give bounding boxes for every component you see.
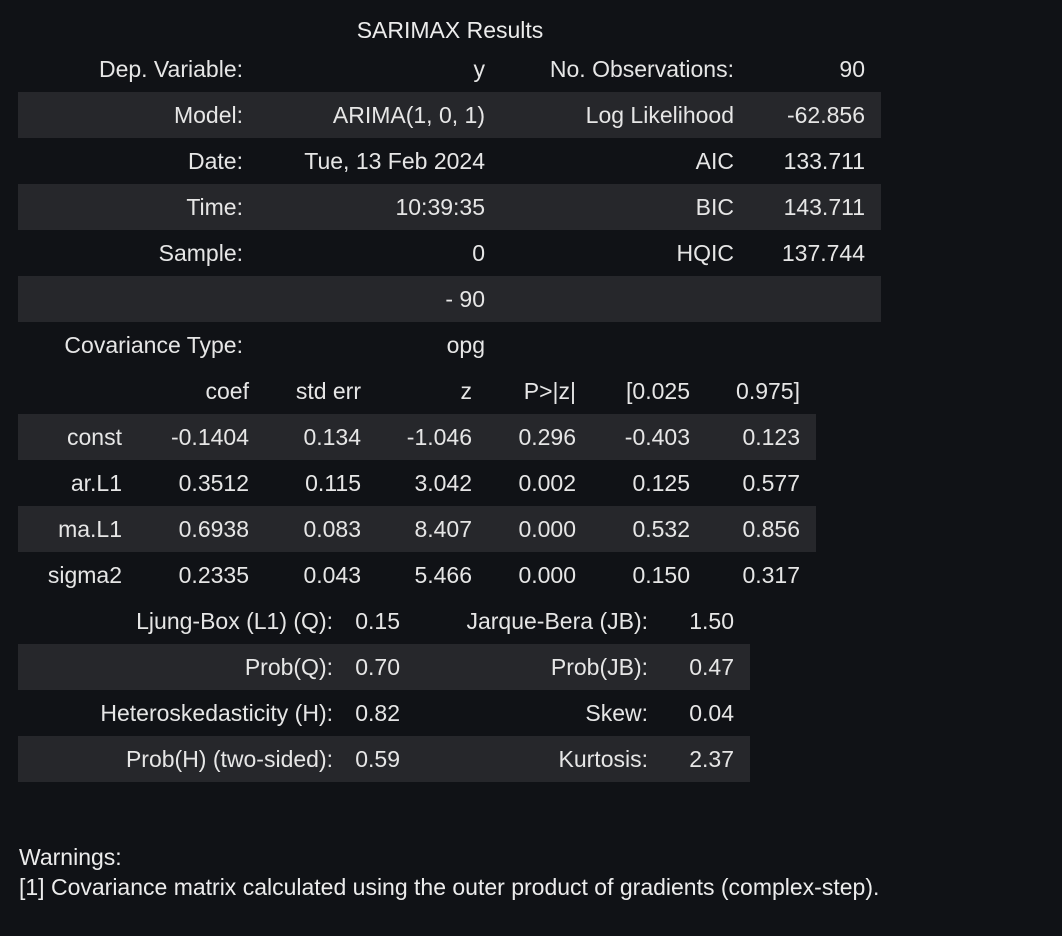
column-header: 0.975] (736, 378, 800, 404)
column-header: [0.025 (626, 378, 690, 404)
std-err-value: 0.115 (305, 470, 361, 496)
diagnostic-label: Skew: (585, 700, 648, 726)
p-value: 0.002 (518, 470, 576, 496)
table-row: const -0.1404 0.134 -1.046 0.296 -0.403 … (18, 414, 816, 460)
ci-upper-value: 0.317 (742, 562, 800, 588)
diagnostic-label: Ljung-Box (L1) (Q): (136, 608, 333, 634)
table-row: Heteroskedasticity (H): 0.82 Skew: 0.04 (18, 690, 750, 736)
param-name: sigma2 (47, 562, 122, 588)
summary-value: y (473, 56, 486, 82)
summary-label: No. Observations: (549, 56, 734, 82)
table-row: Prob(H) (two-sided): 0.59 Kurtosis: 2.37 (18, 736, 750, 782)
warning-line: [1] Covariance matrix calculated using t… (19, 874, 880, 900)
diagnostic-value: 0.04 (689, 700, 734, 726)
summary-label: Log Likelihood (585, 102, 734, 128)
ci-lower-value: 0.125 (632, 470, 690, 496)
summary-label: AIC (695, 148, 734, 174)
diagnostic-value: 0.47 (689, 654, 734, 680)
summary-label: Sample: (158, 240, 243, 266)
table-row: ma.L1 0.6938 0.083 8.407 0.000 0.532 0.8… (18, 506, 816, 552)
summary-label: Date: (188, 148, 243, 174)
std-err-value: 0.083 (303, 516, 361, 542)
summary-label: Model: (173, 102, 243, 128)
coef-value: 0.6938 (178, 516, 249, 542)
summary-value: opg (446, 332, 485, 358)
column-header: z (460, 378, 473, 404)
summary-value: 90 (839, 56, 865, 82)
column-header: coef (205, 378, 249, 404)
table-row: - 90 (18, 276, 881, 322)
diagnostic-label: Prob(H) (two-sided): (125, 746, 333, 772)
table-row: Ljung-Box (L1) (Q): 0.15 Jarque-Bera (JB… (18, 598, 750, 644)
summary-value: Tue, 13 Feb 2024 (304, 148, 485, 174)
column-header: P>|z| (523, 378, 576, 404)
diagnostic-label: Heteroskedasticity (H): (100, 700, 333, 726)
ci-lower-value: 0.150 (632, 562, 690, 588)
coef-value: 0.3512 (178, 470, 249, 496)
summary-value: 137.744 (781, 240, 865, 266)
summary-value: 10:39:35 (395, 194, 485, 220)
param-name: ma.L1 (58, 516, 122, 542)
table-row: Sample: 0 HQIC 137.744 (18, 230, 881, 276)
summary-value: 143.711 (783, 194, 865, 220)
warnings-block: Warnings: [1] Covariance matrix calculat… (19, 842, 879, 902)
diagnostic-label: Prob(Q): (244, 654, 333, 680)
ci-lower-value: -0.403 (624, 424, 690, 450)
summary-label: Time: (186, 194, 243, 220)
table-row: Covariance Type: opg (18, 322, 881, 368)
table-header-row: coef std err z P>|z| [0.025 0.975] (18, 368, 816, 414)
p-value: 0.000 (518, 562, 576, 588)
param-name: ar.L1 (70, 470, 122, 496)
ci-upper-value: 0.123 (742, 424, 800, 450)
diagnostic-label: Jarque-Bera (JB): (466, 608, 648, 634)
p-value: 0.000 (518, 516, 576, 542)
z-value: 5.466 (414, 562, 472, 588)
diagnostic-value: 0.70 (355, 654, 400, 680)
diagnostic-label: Kurtosis: (558, 746, 648, 772)
table-row: Model: ARIMA(1, 0, 1) Log Likelihood -62… (18, 92, 881, 138)
table-row: Prob(Q): 0.70 Prob(JB): 0.47 (18, 644, 750, 690)
summary-value: - 90 (445, 286, 485, 312)
std-err-value: 0.134 (303, 424, 361, 450)
table-row: sigma2 0.2335 0.043 5.466 0.000 0.150 0.… (18, 552, 816, 598)
ci-lower-value: 0.532 (632, 516, 690, 542)
diagnostic-value: 1.50 (689, 608, 734, 634)
diagnostic-value: 0.59 (355, 746, 400, 772)
summary-label: Covariance Type: (64, 332, 243, 358)
param-name: const (67, 424, 122, 450)
diagnostic-label: Prob(JB): (550, 654, 648, 680)
warnings-title: Warnings: (19, 844, 122, 870)
table-row: Date: Tue, 13 Feb 2024 AIC 133.711 (18, 138, 881, 184)
summary-value: -62.856 (786, 102, 865, 128)
summary-label: HQIC (676, 240, 735, 266)
ci-upper-value: 0.577 (742, 470, 800, 496)
z-value: -1.046 (406, 424, 472, 450)
std-err-value: 0.043 (303, 562, 361, 588)
ci-upper-value: 0.856 (742, 516, 800, 542)
z-value: 3.042 (414, 470, 472, 496)
summary-label: BIC (695, 194, 734, 220)
table-row: Time: 10:39:35 BIC 143.711 (18, 184, 881, 230)
z-value: 8.407 (414, 516, 472, 542)
summary-value: 133.711 (783, 148, 865, 174)
table-caption: SARIMAX Results (356, 17, 544, 43)
diagnostic-value: 0.82 (355, 700, 400, 726)
summary-label: Dep. Variable: (98, 56, 243, 82)
diagnostic-value: 2.37 (689, 746, 734, 772)
column-header: std err (295, 378, 361, 404)
summary-value: ARIMA(1, 0, 1) (332, 102, 485, 128)
diagnostic-value: 0.15 (355, 608, 400, 634)
table-row: Dep. Variable: y No. Observations: 90 (18, 46, 881, 92)
coef-value: 0.2335 (178, 562, 249, 588)
p-value: 0.296 (518, 424, 576, 450)
table-row: ar.L1 0.3512 0.115 3.042 0.002 0.125 0.5… (18, 460, 816, 506)
summary-value: 0 (472, 240, 485, 266)
coef-value: -0.1404 (170, 424, 249, 450)
